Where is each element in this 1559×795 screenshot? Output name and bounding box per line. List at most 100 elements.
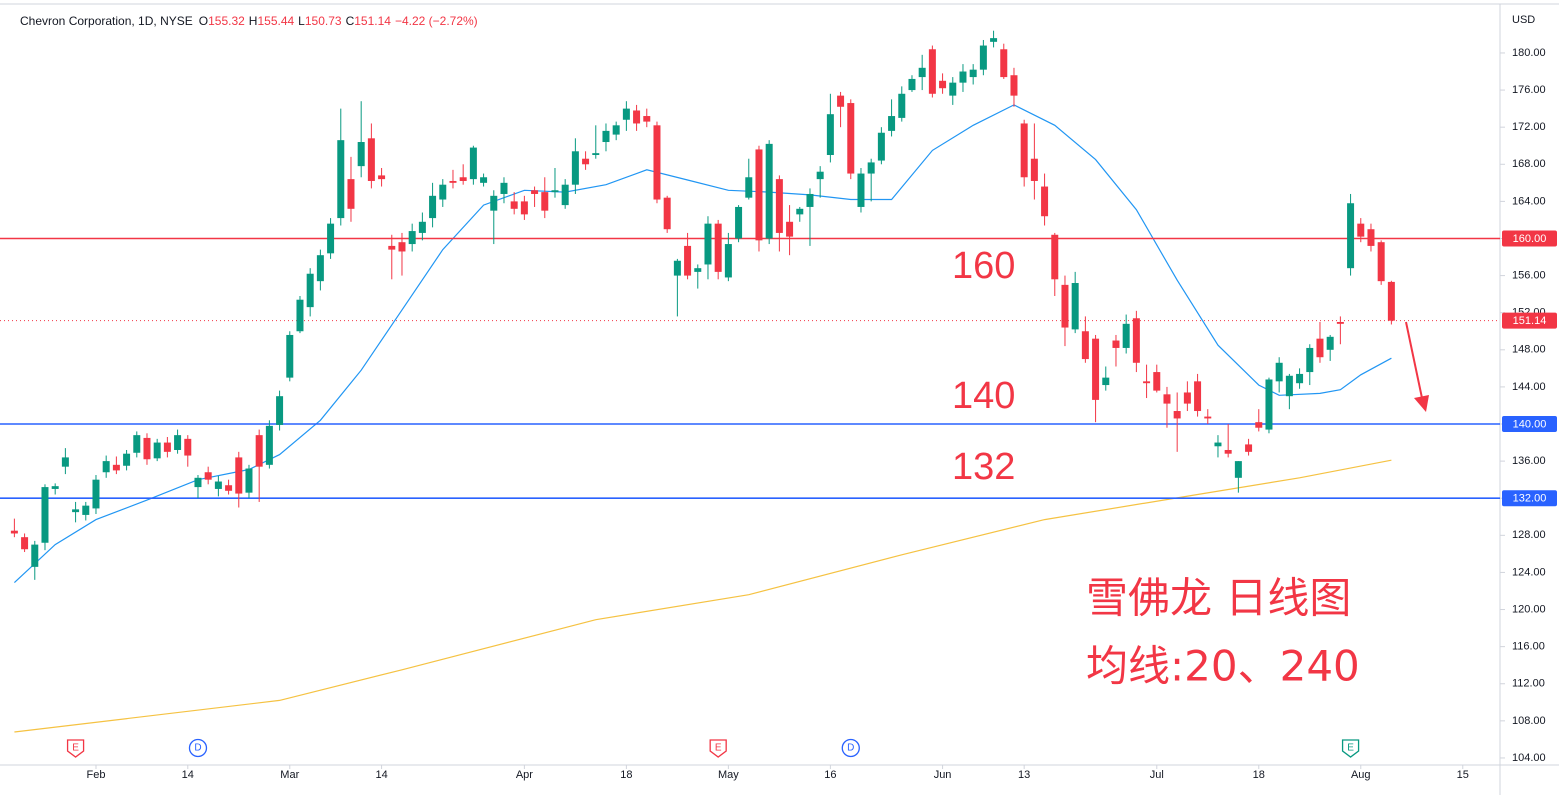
- price-label: 160.00: [1513, 233, 1547, 245]
- candle-body: [1326, 336, 1334, 350]
- candle-body: [1347, 203, 1355, 269]
- event-icon: [709, 739, 727, 758]
- candle-body: [745, 177, 753, 198]
- candle-body: [82, 505, 90, 515]
- candle-body: [286, 334, 294, 378]
- candle-body: [908, 78, 916, 91]
- candle-body: [1000, 49, 1008, 78]
- header-text: H: [248, 14, 258, 28]
- candle-body: [184, 438, 192, 456]
- candle-body: [602, 130, 610, 143]
- annotation: 140: [952, 375, 1015, 417]
- candle-body: [21, 537, 29, 550]
- event-label: E: [72, 743, 79, 754]
- x-tick-label: 16: [824, 769, 836, 781]
- candle-body: [531, 190, 539, 194]
- event-icon: [188, 738, 208, 758]
- candle-body: [888, 116, 896, 131]
- candle-body: [378, 175, 386, 180]
- candle-body: [694, 268, 702, 272]
- candle-body: [1020, 123, 1028, 178]
- price-label-box: [1502, 230, 1557, 247]
- candle-body: [520, 201, 528, 215]
- candle-body: [714, 223, 722, 272]
- currency-label: USD: [1512, 14, 1535, 26]
- candle-body: [306, 273, 314, 308]
- candle-body: [561, 184, 569, 206]
- candle-body: [979, 45, 987, 70]
- candle-body: [112, 464, 120, 471]
- candle-body: [72, 509, 80, 513]
- y-tick-label: 116.00: [1512, 641, 1545, 653]
- candle-body: [174, 435, 182, 450]
- candle-body: [143, 437, 151, 460]
- annotation: 均线:20、240: [1086, 642, 1360, 691]
- candle-body: [1122, 323, 1130, 348]
- candle-body: [102, 461, 110, 473]
- candle-body: [1224, 449, 1232, 454]
- candle-body: [398, 242, 406, 252]
- price-label: 132.00: [1513, 493, 1547, 505]
- candle-body: [1081, 331, 1089, 360]
- x-tick-label: Aug: [1351, 769, 1371, 781]
- candle-body: [418, 221, 426, 233]
- event-label: E: [715, 743, 722, 754]
- candle-body: [510, 201, 518, 209]
- y-tick-label: 164.00: [1512, 195, 1546, 207]
- candle-body: [612, 125, 620, 135]
- candle-body: [643, 116, 651, 122]
- candle-body: [480, 177, 488, 183]
- candle-body: [123, 453, 131, 466]
- candle-body: [1387, 281, 1395, 321]
- header-text: 155.32: [208, 14, 245, 28]
- x-tick-label: 14: [375, 769, 387, 781]
- candle-body: [735, 206, 743, 239]
- price-label: 140.00: [1513, 418, 1547, 430]
- candle-body: [31, 544, 39, 567]
- event-label: E: [1347, 743, 1354, 754]
- candle-body: [51, 486, 59, 489]
- candle-body: [429, 195, 437, 219]
- candle-body: [684, 245, 692, 276]
- candle-body: [500, 182, 508, 194]
- header-text: Chevron Corporation, 1D, NYSE: [20, 14, 193, 28]
- x-tick-label: 13: [1018, 769, 1030, 781]
- event-marker: E: [1341, 739, 1360, 758]
- candle-body: [990, 38, 998, 42]
- candle-body: [245, 468, 253, 493]
- candle-body: [571, 151, 579, 185]
- candle-body: [1051, 234, 1059, 280]
- candle-body: [1153, 372, 1161, 391]
- candle-body: [133, 435, 141, 453]
- x-tick-label: Jun: [934, 769, 952, 781]
- header-text: 151.14: [354, 14, 391, 28]
- candle-body: [816, 171, 824, 180]
- candle-body: [1336, 321, 1344, 324]
- legend-header: Chevron Corporation, 1D, NYSE O155.32 H155…: [20, 14, 482, 28]
- axes: 104.00 108.00 112.00 116.00 120.00 124.00 128.…: [86, 47, 1557, 781]
- event-icon: [841, 738, 860, 758]
- candle-body: [1245, 444, 1253, 452]
- candle-body: [92, 479, 100, 509]
- candle-body: [490, 195, 498, 211]
- x-tick-label: 18: [1253, 769, 1265, 781]
- event-marker: D: [841, 738, 860, 758]
- candle-body: [622, 108, 630, 120]
- candle-body: [826, 114, 834, 156]
- candle-body: [1173, 411, 1181, 419]
- candle-body: [1010, 75, 1018, 96]
- candle-body: [673, 260, 681, 276]
- x-tick-label: 14: [182, 769, 194, 781]
- candle-body: [163, 442, 171, 452]
- event-marker: E: [709, 739, 727, 758]
- candle-body: [1194, 381, 1202, 412]
- y-tick-label: 144.00: [1512, 381, 1546, 393]
- header-text: −4.22 (−2.72%): [394, 14, 478, 28]
- candle-body: [663, 197, 671, 230]
- candle-body: [949, 82, 957, 96]
- candle-body: [765, 143, 773, 239]
- x-tick-label: 18: [620, 769, 632, 781]
- candle-body: [459, 177, 467, 181]
